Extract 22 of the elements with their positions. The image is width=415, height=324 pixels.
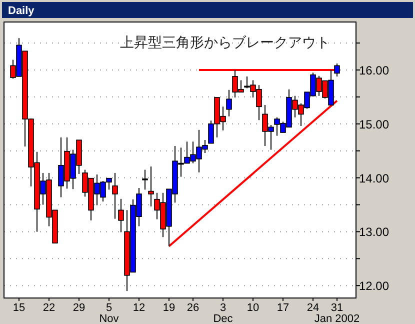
x-tick-label: 17 [276, 302, 290, 314]
x-tick-label: 22 [42, 302, 56, 314]
x-tick-label: 3 [220, 302, 226, 314]
x-tick-label: 26 [186, 302, 200, 314]
text: Nov [99, 313, 120, 324]
y-tick-label: 12.00 [359, 279, 390, 294]
annotation: 上昇型三角形からブレークアウト [120, 34, 330, 50]
y-tick-label: 16.00 [359, 63, 390, 78]
x-tick-label: 24 [306, 302, 320, 314]
x-tick-label: 12 [132, 302, 146, 314]
x-tick-label: 10 [246, 302, 260, 314]
y-tick-label: 15.00 [359, 117, 390, 132]
x-tick-label: 5 [106, 302, 112, 314]
x-tick-label: 19 [162, 302, 176, 314]
y-tick-label: 14.00 [359, 171, 390, 186]
x-tick-label: 29 [72, 302, 86, 314]
text: Dec [213, 313, 234, 324]
x-tick-label: 15 [12, 302, 26, 314]
y-tick-label: 13.00 [359, 225, 390, 240]
chart-title: Daily [8, 5, 36, 17]
x-tick-label: 31 [330, 302, 344, 314]
text: Jan 2002 [314, 313, 360, 324]
